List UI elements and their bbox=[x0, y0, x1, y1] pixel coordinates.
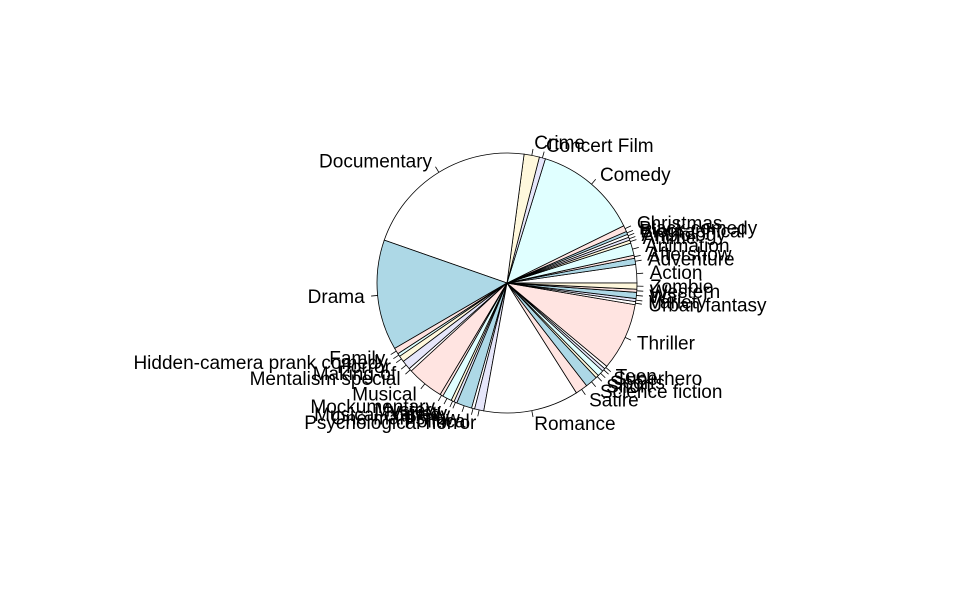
slice-label-war: War bbox=[649, 287, 684, 308]
slice-label-teen: Teen bbox=[616, 366, 657, 387]
slice-label-one-man-show: One-man show bbox=[331, 409, 460, 430]
leader-line-horror bbox=[395, 358, 402, 364]
leader-line-black-comedy bbox=[626, 230, 634, 234]
leader-line-mystery bbox=[443, 398, 448, 405]
labels-layer: ActionAdventureAftershowAnimationAnimeAn… bbox=[133, 133, 767, 435]
slice-label-mystery: Mystery bbox=[375, 400, 442, 421]
leader-line-animation bbox=[632, 247, 639, 250]
slice-label-adventure: Adventure bbox=[648, 250, 735, 271]
slice-label-documentary: Documentary bbox=[319, 152, 432, 173]
slice-label-family: Family bbox=[329, 348, 385, 369]
leader-line-documentary bbox=[435, 166, 440, 173]
slice-label-hidden-camera-prank-comedy: Hidden-camera prank comedy bbox=[133, 353, 388, 374]
pie-slice-romance bbox=[483, 281, 578, 414]
slice-label-psychological-horror: Psychological horror bbox=[304, 413, 477, 434]
leader-line-science-fiction bbox=[591, 381, 597, 387]
slice-label-making-of: Making-of bbox=[313, 364, 397, 385]
leader-line-biographical bbox=[627, 233, 635, 237]
leader-line-variety bbox=[449, 400, 453, 408]
slice-label-mentalism-special: Mentalism special bbox=[250, 369, 401, 390]
leader-line-hidden-camera-prank-comedy bbox=[393, 354, 400, 360]
leader-line-satire bbox=[581, 389, 586, 395]
leader-line-musical bbox=[420, 383, 426, 390]
leader-line-mockumentary bbox=[437, 395, 442, 402]
leader-line-one-man-show bbox=[461, 405, 465, 413]
slice-label-action: Action bbox=[650, 263, 703, 284]
slice-label-short: Short bbox=[606, 376, 652, 397]
leader-line-superhero bbox=[603, 369, 609, 375]
leader-line-war bbox=[636, 295, 643, 297]
leader-line-romance bbox=[531, 410, 534, 418]
slice-label-political: Political bbox=[404, 412, 469, 433]
leader-line-concert-film bbox=[542, 151, 545, 159]
pie-slice-documentary bbox=[383, 152, 525, 284]
leader-line-psychological-horror bbox=[477, 409, 480, 417]
slice-label-comedy: Comedy bbox=[600, 165, 671, 186]
leader-lines-layer bbox=[371, 148, 644, 418]
leader-line-thriller bbox=[624, 337, 632, 341]
slice-label-urban-fantasy: Urban fantasy bbox=[648, 296, 767, 317]
slice-label-sports: Sports bbox=[610, 373, 665, 394]
slice-label-concert-film: Concert Film bbox=[546, 136, 654, 157]
leader-line-aftershow bbox=[634, 254, 641, 258]
leader-line-political bbox=[471, 408, 474, 415]
slice-label-black-comedy: Black comedy bbox=[639, 218, 758, 239]
leader-line-adventure bbox=[635, 259, 642, 262]
slice-label-variety: Variety bbox=[389, 403, 447, 424]
slice-label-thriller: Thriller bbox=[637, 333, 696, 354]
leader-line-drama bbox=[371, 295, 378, 297]
slice-label-drama: Drama bbox=[308, 287, 365, 308]
slice-label-mockumentary: Mockumentary bbox=[310, 397, 435, 418]
slices-layer bbox=[376, 152, 638, 414]
leader-line-family bbox=[390, 350, 397, 355]
leader-line-anthology bbox=[629, 236, 636, 240]
leader-line-comedy bbox=[591, 179, 597, 185]
leader-line-short bbox=[596, 376, 603, 382]
slice-label-romance: Romance bbox=[534, 414, 615, 435]
slice-label-anthology: Anthology bbox=[641, 225, 726, 246]
slice-label-aftershow: Aftershow bbox=[647, 245, 732, 266]
slice-label-musical: Musical bbox=[352, 384, 416, 405]
leader-line-making-of bbox=[400, 364, 407, 370]
slice-label-horror: Horror bbox=[337, 357, 392, 378]
leader-line-urban-fantasy bbox=[635, 302, 642, 305]
slice-label-variety: Variety bbox=[649, 292, 707, 313]
leader-line-teen bbox=[605, 367, 611, 373]
slice-label-crime: Crime bbox=[534, 133, 585, 154]
leader-line-sports bbox=[600, 372, 606, 379]
slice-label-science-fiction: Science fiction bbox=[600, 382, 723, 403]
slice-label-biographical: Biographical bbox=[640, 222, 745, 243]
leader-line-crime bbox=[531, 148, 534, 156]
slice-label-western: Western bbox=[650, 282, 720, 303]
leader-line-musical-comedy bbox=[452, 402, 456, 409]
slice-label-christmas: Christmas bbox=[637, 214, 723, 235]
leader-line-mentalism-special bbox=[405, 369, 411, 375]
slice-label-anime: Anime bbox=[643, 228, 697, 249]
slice-label-superhero: Superhero bbox=[613, 369, 702, 390]
slice-label-satire: Satire bbox=[589, 391, 639, 412]
slice-label-animation: Animation bbox=[645, 236, 730, 257]
leader-line-anime bbox=[630, 239, 637, 243]
slice-label-zombie: Zombie bbox=[650, 277, 713, 298]
leader-line-variety bbox=[635, 299, 643, 302]
slice-label-musical-comedy: Musical comedy bbox=[314, 405, 451, 426]
leader-line-christmas bbox=[624, 225, 632, 229]
